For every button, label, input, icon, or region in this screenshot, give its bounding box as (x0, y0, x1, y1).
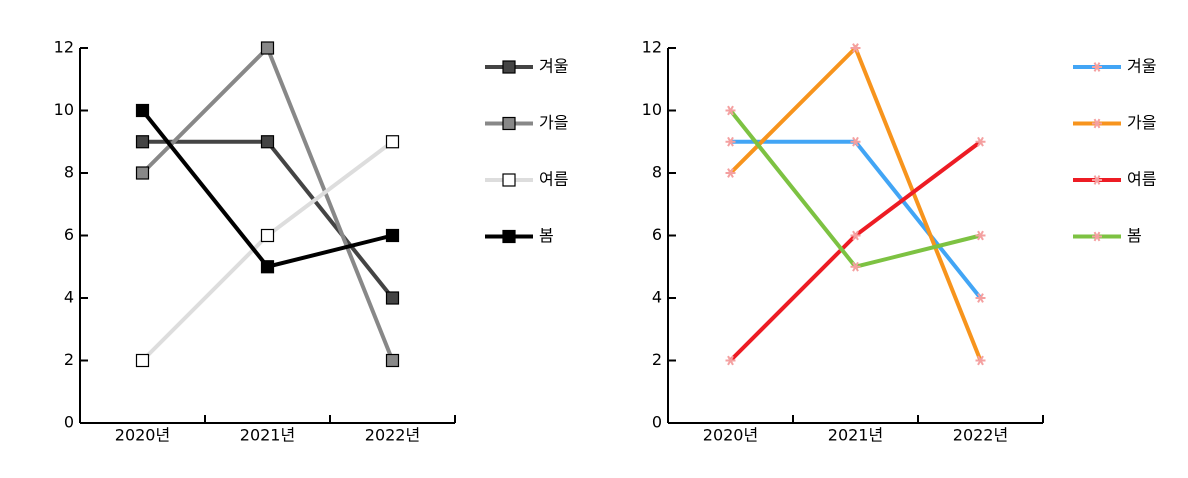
marker-stroke (727, 105, 734, 116)
y-tick-label: 6 (64, 225, 74, 244)
legend-item: 여름 (1073, 170, 1156, 189)
marker (135, 135, 150, 149)
marker (725, 136, 736, 147)
marker-stroke (852, 136, 859, 147)
legend-item: 겨울 (485, 57, 568, 76)
y-tick-label: 10 (54, 100, 74, 119)
marker-stroke (977, 136, 984, 147)
y-tick-label: 8 (64, 163, 74, 182)
marker (385, 353, 400, 368)
y-tick-label: 8 (652, 163, 662, 182)
marker (975, 355, 986, 366)
legend-item: 봄 (1073, 226, 1142, 245)
legend-label: 겨울 (539, 57, 568, 76)
marker-stroke (977, 230, 984, 241)
y-tick-label: 0 (652, 413, 662, 432)
legend-label: 봄 (1127, 226, 1142, 245)
series-line (730, 139, 983, 300)
y-tick-label: 4 (64, 288, 74, 307)
y-tick-label: 4 (652, 288, 662, 307)
legend-marker (502, 173, 516, 187)
x-tick-label: 2020년 (703, 426, 758, 445)
marker (260, 41, 275, 55)
marker-stroke (852, 261, 859, 272)
marker (260, 260, 275, 274)
marker (135, 353, 150, 368)
marker (385, 228, 400, 243)
legend-marker (1093, 175, 1101, 185)
legend-marker (502, 116, 516, 131)
legend-marker (1093, 231, 1101, 242)
marker (135, 103, 150, 118)
marker (850, 230, 861, 241)
marker (975, 230, 986, 241)
series-line (142, 139, 395, 300)
series-line (141, 44, 395, 362)
marker-stroke (977, 355, 984, 366)
marker (260, 135, 275, 149)
marker (725, 355, 736, 366)
x-tick-label: 2022년 (953, 426, 1008, 445)
legend-label: 겨울 (1127, 57, 1156, 76)
y-tick-label: 6 (652, 225, 662, 244)
marker (850, 261, 861, 272)
marker (260, 228, 275, 243)
marker-stroke (727, 355, 734, 366)
marker (975, 293, 986, 303)
legend-item: 가을 (485, 113, 568, 132)
marker-stroke (977, 293, 984, 303)
legend-label: 여름 (1127, 170, 1156, 189)
legend-item: 겨울 (1073, 57, 1156, 76)
marker (725, 168, 736, 178)
y-tick-label: 12 (642, 38, 662, 57)
legend-label: 가을 (539, 113, 568, 132)
marker-stroke (852, 230, 859, 241)
marker-stroke (727, 136, 734, 147)
legend-marker (1093, 62, 1101, 72)
y-tick-label: 2 (652, 350, 662, 369)
marker (385, 291, 400, 305)
y-tick-label: 2 (64, 350, 74, 369)
legend-label: 가을 (1127, 113, 1156, 132)
legend-item: 여름 (485, 170, 568, 189)
legend-label: 봄 (539, 226, 554, 245)
legend-label: 여름 (539, 170, 568, 189)
marker-stroke (727, 168, 734, 178)
marker (850, 43, 861, 53)
y-tick-label: 12 (54, 38, 74, 57)
marker (975, 136, 986, 147)
x-tick-label: 2021년 (828, 426, 883, 445)
y-tick-label: 10 (642, 100, 662, 119)
x-tick-label: 2021년 (240, 426, 295, 445)
marker-stroke (852, 43, 859, 53)
legend-marker (1093, 118, 1101, 129)
marker (135, 166, 150, 180)
x-tick-label: 2020년 (115, 426, 170, 445)
legend-marker (502, 229, 516, 244)
x-tick-label: 2022년 (365, 426, 420, 445)
legend-marker (502, 60, 516, 74)
y-tick-label: 0 (64, 413, 74, 432)
marker (850, 136, 861, 147)
series-line (729, 44, 983, 362)
legend-item: 가을 (1073, 113, 1156, 132)
legend-item: 봄 (485, 226, 554, 245)
marker (385, 135, 400, 149)
marker (725, 105, 736, 116)
